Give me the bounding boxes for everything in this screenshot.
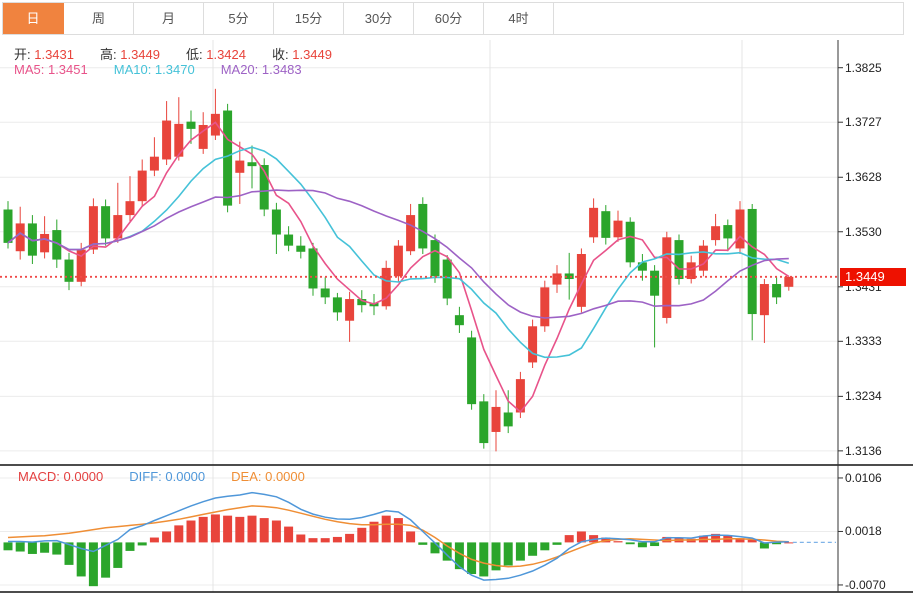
y-axis-tick-label: 0.0018 [845,524,882,539]
y-axis-tick-label: 1.3530 [845,224,882,239]
y-axis-tick-label: -0.0070 [845,577,886,592]
legend-item: MA5: 1.3451 [14,62,88,77]
tab-timeframe-6[interactable]: 30分 [344,3,414,34]
y-axis-tick-label: 0.0106 [845,470,882,485]
legend-item: 收: 1.3449 [272,47,332,62]
timeframe-toolbar: 日周月 5分 15分 30分 60分 4时 [2,2,904,35]
ma-legend: MA5: 1.3451 MA10: 1.3470 MA20: 1.3483 [14,62,328,77]
legend-item: 低: 1.3424 [186,47,246,62]
legend-item: DEA: 0.0000 [231,469,305,484]
tab-timeframe-2[interactable]: 周 [64,3,134,34]
tab-timeframe-4[interactable]: 5分 [204,3,274,34]
y-axis-tick-label: 1.3234 [845,389,882,404]
legend-item: MA10: 1.3470 [113,62,195,77]
tab-timeframe-5[interactable]: 15分 [274,3,344,34]
legend-item: MACD: 0.0000 [18,469,104,484]
macd-legend: MACD: 0.0000 DIFF: 0.0000 DEA: 0.0000 [18,469,331,484]
legend-item: MA20: 1.3483 [220,62,302,77]
y-axis-tick-label: 1.3628 [845,170,882,185]
y-axis-tick-label: 1.3333 [845,334,882,349]
tab-timeframe-8[interactable]: 4时 [484,3,554,34]
legend-item: 开: 1.3431 [14,47,74,62]
ohlc-legend: 开: 1.3431 高: 1.3449 低: 1.3424 收: 1.3449 [14,44,358,63]
y-axis-tick-label: 1.3825 [845,60,882,75]
tab-timeframe-3[interactable]: 月 [134,3,204,34]
legend-item: 高: 1.3449 [100,47,160,62]
y-axis-tick-label: 1.3727 [845,115,882,130]
current-price-tag: 1.3449 [840,268,906,286]
legend-item: DIFF: 0.0000 [129,469,206,484]
tab-timeframe-1[interactable]: 日 [3,3,64,34]
y-axis-tick-label: 1.3136 [845,443,882,458]
tab-timeframe-7[interactable]: 60分 [414,3,484,34]
